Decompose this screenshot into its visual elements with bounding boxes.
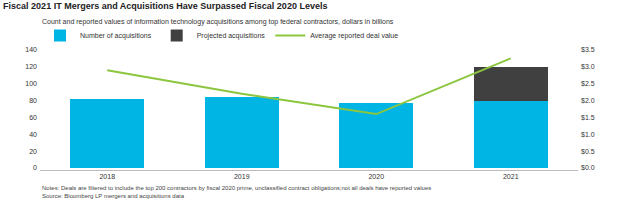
svg-text:100: 100 — [25, 80, 37, 87]
svg-text:Count and reported values of i: Count and reported values of information… — [42, 18, 394, 26]
svg-text:$1.5: $1.5 — [581, 114, 595, 121]
svg-text:0: 0 — [33, 164, 37, 171]
svg-text:Average reported deal value: Average reported deal value — [310, 32, 398, 40]
svg-text:140: 140 — [25, 46, 37, 53]
svg-text:20: 20 — [29, 148, 37, 155]
svg-text:2019: 2019 — [234, 173, 250, 180]
svg-text:40: 40 — [29, 131, 37, 138]
svg-text:$3.0: $3.0 — [581, 63, 595, 70]
svg-text:Source: Bloomberg LP mergers a: Source: Bloomberg LP mergers and acquisi… — [42, 193, 185, 199]
svg-text:2018: 2018 — [99, 173, 115, 180]
svg-text:Fiscal 2021 IT Mergers and Acq: Fiscal 2021 IT Mergers and Acquisitions … — [3, 1, 327, 11]
svg-text:$0.0: $0.0 — [581, 164, 595, 171]
svg-text:2021: 2021 — [503, 173, 519, 180]
svg-text:80: 80 — [29, 97, 37, 104]
svg-text:Notes: Deals are filtered to i: Notes: Deals are filtered to include the… — [42, 185, 431, 191]
svg-text:Projected acquisitions: Projected acquisitions — [197, 32, 266, 40]
svg-text:$2.5: $2.5 — [581, 80, 595, 87]
svg-text:60: 60 — [29, 114, 37, 121]
svg-text:$1.0: $1.0 — [581, 131, 595, 138]
svg-text:Number of acquisitions: Number of acquisitions — [80, 32, 152, 40]
svg-text:$0.5: $0.5 — [581, 148, 595, 155]
svg-text:2020: 2020 — [368, 173, 384, 180]
svg-text:$3.5: $3.5 — [581, 46, 595, 53]
svg-text:$2.0: $2.0 — [581, 97, 595, 104]
svg-text:120: 120 — [25, 63, 37, 70]
